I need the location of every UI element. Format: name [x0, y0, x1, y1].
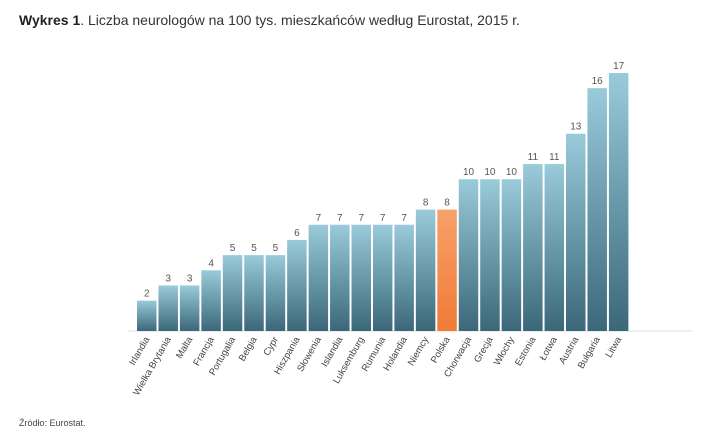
category-label-belgia: Belgia — [237, 334, 260, 363]
value-label-estonia: 11 — [528, 152, 539, 163]
value-label-polska: 8 — [444, 198, 450, 209]
bar-litwa — [608, 73, 629, 331]
value-label-luksemburg: 7 — [358, 213, 364, 224]
bar-grecja — [480, 179, 500, 331]
value-label-malta: 3 — [187, 273, 193, 284]
value-label-wielka-brytania: 3 — [165, 273, 171, 284]
category-label-niemcy: Niemcy — [406, 335, 431, 368]
bar-łotwa — [544, 164, 565, 331]
bar-polska — [437, 209, 457, 331]
bar-holandia — [394, 224, 414, 331]
value-label-słowenia: 7 — [316, 213, 322, 224]
bar-islandia — [330, 224, 350, 331]
bar-wielka-brytania — [158, 285, 178, 331]
source-note: Źródło: Eurostat. — [19, 418, 86, 428]
value-label-holandia: 7 — [401, 213, 407, 224]
bar-niemcy — [415, 209, 436, 331]
category-label-łotwa: Łotwa — [538, 334, 561, 362]
chart-title-bold: Wykres 1 — [19, 12, 81, 28]
bar-słowenia — [308, 224, 329, 331]
value-label-cypr: 5 — [273, 243, 279, 254]
value-label-chorwacja: 10 — [463, 167, 475, 178]
value-label-belgia: 5 — [251, 243, 257, 254]
bar-malta — [179, 285, 200, 331]
value-label-rumunia: 7 — [380, 213, 386, 224]
chart-title-text: . Liczba neurologów na 100 tys. mieszkań… — [80, 12, 520, 28]
value-label-litwa: 17 — [613, 61, 625, 72]
value-label-łotwa: 11 — [549, 152, 560, 163]
value-label-francja: 4 — [208, 258, 214, 269]
value-label-islandia: 7 — [337, 213, 343, 224]
bar-francja — [201, 270, 221, 331]
value-label-austria: 13 — [570, 122, 582, 133]
bar-irlandia — [137, 300, 157, 331]
bar-bułgaria — [587, 88, 607, 332]
bar-hiszpania — [287, 239, 307, 331]
bar-portugalia — [222, 255, 243, 331]
category-label-malta: Malta — [174, 334, 195, 360]
value-label-włochy: 10 — [506, 167, 518, 178]
category-label-estonia: Estonia — [513, 334, 539, 368]
value-label-hiszpania: 6 — [294, 228, 300, 239]
chart-title: Wykres 1. Liczba neurologów na 100 tys. … — [19, 12, 520, 28]
value-label-bułgaria: 16 — [592, 76, 604, 87]
value-label-niemcy: 8 — [423, 198, 429, 209]
category-label-cypr: Cypr — [261, 335, 281, 358]
value-label-irlandia: 2 — [144, 289, 150, 300]
bar-włochy — [501, 179, 522, 331]
bar-rumunia — [372, 224, 393, 331]
bar-austria — [566, 133, 586, 331]
value-label-grecja: 10 — [484, 167, 496, 178]
bar-estonia — [523, 164, 543, 331]
bar-cypr — [265, 255, 286, 331]
bar-chorwacja — [458, 179, 479, 331]
category-label-litwa: Litwa — [604, 334, 625, 359]
value-label-portugalia: 5 — [230, 243, 236, 254]
bar-belgia — [244, 255, 264, 331]
bar-luksemburg — [351, 224, 371, 331]
